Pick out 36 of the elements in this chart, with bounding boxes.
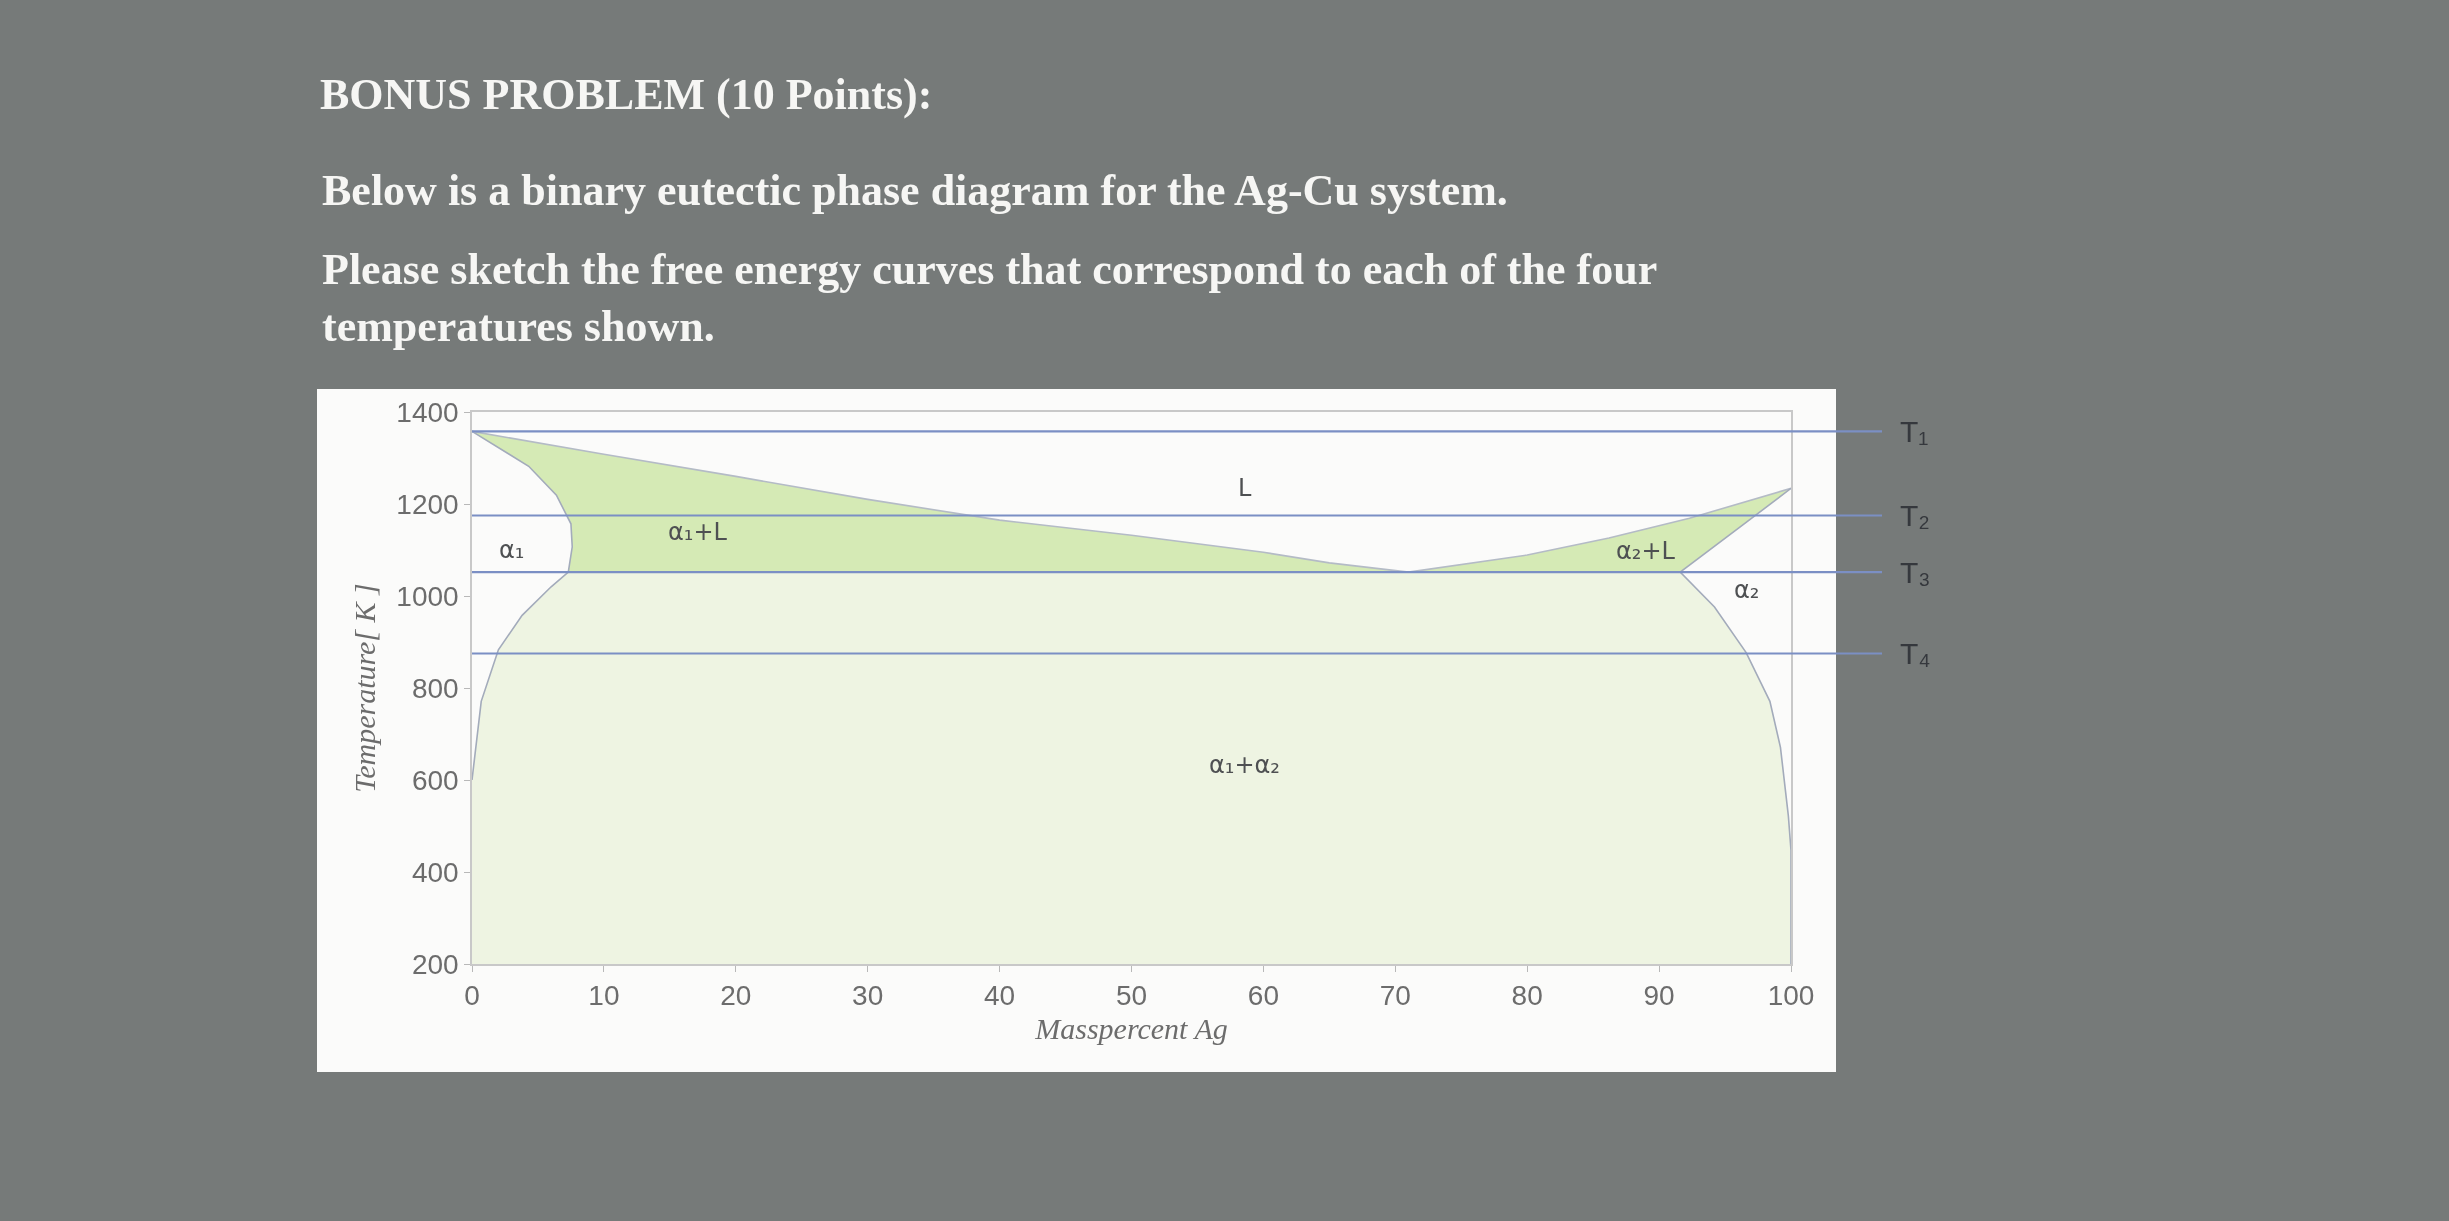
y-tick-label: 800: [411, 672, 459, 704]
annotation: L: [1238, 474, 1252, 502]
ref-line-label: T₁: [1900, 415, 1929, 448]
x-tick-label: 10: [588, 980, 620, 1012]
annotation: α₁: [499, 536, 525, 564]
y-axis-title: Temperature[ K ]: [347, 583, 381, 793]
ref-line-label: T₂: [1900, 499, 1930, 532]
x-tick-label: 50: [1115, 980, 1148, 1012]
x-axis-title: Masspercent Ag: [1034, 1012, 1228, 1046]
x-tick-label: 80: [1511, 980, 1543, 1012]
y-tick-label: 200: [411, 948, 459, 980]
annotation: α₁+L: [668, 518, 728, 546]
ref-line-label: T₃: [1900, 556, 1931, 589]
line-series: [472, 430, 1791, 573]
annotation: α₂+L: [1616, 537, 1676, 565]
chart-title: BONUS PROBLEM (10 Points):: [320, 70, 933, 120]
text: Please sketch the free energy curves that correspond to each of the four temperatures shown.: [322, 245, 1658, 352]
chart-subtitle: Below is a binary eutectic phase diagram for the Ag-Cu system.: [322, 166, 1508, 215]
y-tick-label: 1000: [396, 580, 459, 612]
y-tick-label: 1200: [396, 488, 459, 520]
x-tick-label: 100: [1767, 980, 1815, 1012]
y-tick-label: 600: [411, 764, 459, 796]
x-tick-label: 0: [464, 980, 480, 1012]
y-tick-label: 400: [411, 856, 459, 888]
line-series: [1679, 487, 1791, 964]
x-tick-label: 70: [1379, 980, 1411, 1012]
annotation: α₁+α₂: [1209, 751, 1280, 779]
x-tick-label: 40: [984, 980, 1016, 1012]
ref-line-label: T₄: [1900, 637, 1931, 670]
line-series: [472, 430, 574, 781]
x-tick-label: 30: [852, 980, 884, 1012]
x-tick-label: 20: [720, 980, 752, 1012]
y-tick-label: 1400: [396, 396, 459, 428]
x-tick-label: 90: [1643, 980, 1675, 1012]
annotation: α₂: [1734, 576, 1760, 604]
x-tick-label: 60: [1247, 980, 1279, 1012]
